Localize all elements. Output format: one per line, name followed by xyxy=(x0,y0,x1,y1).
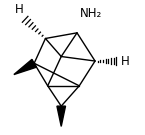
Text: H: H xyxy=(15,3,24,16)
Polygon shape xyxy=(14,59,36,75)
Text: NH₂: NH₂ xyxy=(79,7,102,20)
Polygon shape xyxy=(57,106,66,126)
Text: H: H xyxy=(121,55,130,68)
